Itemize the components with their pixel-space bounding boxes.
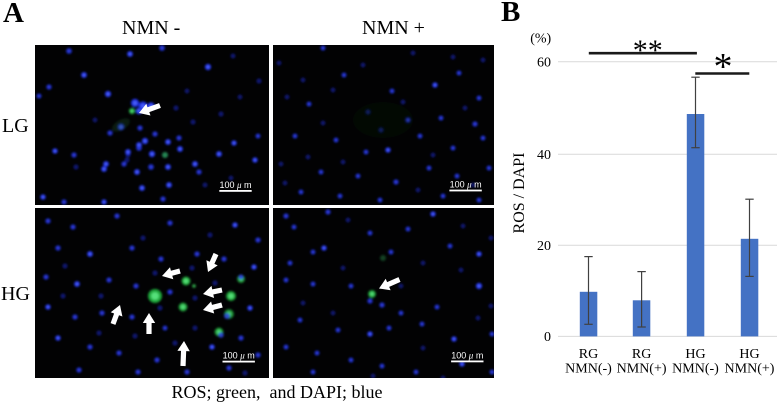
svg-text:ROS / DAPI: ROS / DAPI <box>511 153 528 234</box>
svg-text:100 μ m: 100 μ m <box>451 350 483 360</box>
svg-text:HG: HG <box>739 347 759 362</box>
svg-text:NMN(+): NMN(+) <box>617 362 667 377</box>
svg-text:40: 40 <box>537 148 551 163</box>
svg-text:100 μ m: 100 μ m <box>223 351 255 361</box>
svg-text:100 μ m: 100 μ m <box>219 180 251 190</box>
svg-text:20: 20 <box>537 239 551 254</box>
svg-text:NMN(+): NMN(+) <box>725 362 775 377</box>
svg-text:HG: HG <box>685 347 705 362</box>
svg-text:RG: RG <box>579 347 598 362</box>
svg-text:60: 60 <box>537 56 551 71</box>
svg-text:**: ** <box>633 34 663 67</box>
svg-text:0: 0 <box>544 330 551 345</box>
svg-text:100 μ m: 100 μ m <box>450 179 482 189</box>
svg-text:RG: RG <box>632 347 651 362</box>
svg-text:NMN(-): NMN(-) <box>672 362 719 377</box>
svg-text:*: * <box>714 46 733 88</box>
svg-text:(%): (%) <box>530 32 551 47</box>
svg-text:NMN(-): NMN(-) <box>565 362 612 377</box>
